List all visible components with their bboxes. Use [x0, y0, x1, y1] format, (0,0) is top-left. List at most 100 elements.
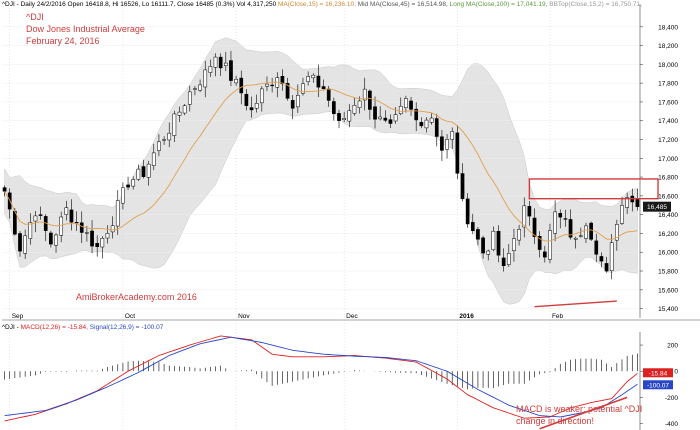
annotation-symbol: ^DJI	[26, 12, 44, 22]
candle-body	[259, 88, 264, 104]
candle-body	[296, 95, 300, 108]
ma15-line	[4, 81, 638, 242]
candle-body	[218, 56, 223, 69]
candle-body	[635, 199, 640, 207]
header-bb: BBTop(Close,15,2) = 16,750.71,	[549, 1, 642, 8]
candle-body	[110, 225, 115, 233]
candle-body	[553, 211, 557, 234]
candle-body	[609, 242, 614, 271]
candle-body	[378, 116, 383, 120]
candle-body	[141, 166, 146, 178]
candle-body	[445, 138, 449, 150]
candle-body	[136, 168, 141, 180]
candle-body	[404, 98, 408, 108]
candle-body	[491, 230, 496, 250]
candle-body	[69, 209, 74, 223]
macd-note-line1: MACD is weaker; potential ^DJI	[516, 404, 643, 414]
candle-body	[465, 198, 470, 225]
candlesticks	[2, 50, 640, 280]
price-tick-label: 17,800	[658, 81, 678, 88]
price-tick-label: 15,400	[658, 306, 678, 313]
candle-body	[440, 136, 444, 151]
candle-body	[337, 113, 341, 121]
macd-tick-label: -200	[665, 395, 678, 402]
candle-body	[280, 76, 285, 85]
candle-body	[604, 263, 609, 272]
candle-body	[517, 229, 521, 241]
candle-body	[23, 235, 27, 254]
macd-header: ^DJI - MACD(12,26) = -15.84, Signal(12,2…	[2, 324, 163, 331]
candle-body	[501, 257, 506, 267]
candle-body	[563, 218, 568, 220]
candle-body	[187, 91, 192, 105]
candle-body	[59, 216, 64, 236]
candle-body	[115, 200, 120, 227]
month-label: Oct	[125, 313, 135, 320]
last-price-label: 16,485	[647, 204, 667, 211]
candle-body	[470, 222, 475, 231]
candle-body	[326, 88, 331, 101]
candle-body	[589, 222, 593, 240]
candle-body	[620, 205, 624, 224]
candle-body	[599, 256, 604, 262]
price-tick-label: 15,600	[658, 287, 678, 294]
candle-body	[131, 179, 136, 187]
macd-panel	[4, 335, 638, 422]
header-title: ^DJI - Daily 24/2/2016 Open 16418.8, Hi …	[2, 1, 277, 8]
candle-body	[414, 108, 419, 121]
candle-body	[512, 238, 516, 251]
candle-body	[481, 237, 485, 254]
candle-body	[213, 56, 218, 68]
price-tick-label: 17,000	[658, 156, 678, 163]
macd-header-macd: MACD(12,26) = -15.84,	[20, 324, 88, 331]
candle-body	[419, 122, 424, 127]
signal-value-tag	[643, 380, 673, 390]
candle-body	[290, 100, 295, 109]
watermark: AmiBrokerAcademy.com 2016	[76, 292, 197, 302]
candle-body	[301, 83, 305, 94]
header-ma15: MA(Close,15) = 16,236.10,	[278, 1, 356, 8]
candle-body	[532, 217, 537, 238]
candle-body	[548, 230, 552, 260]
candle-body	[121, 187, 125, 204]
candle-body	[177, 111, 182, 116]
candle-body	[74, 221, 79, 224]
candle-body	[28, 222, 33, 239]
candle-body	[347, 110, 352, 122]
candle-body	[54, 234, 58, 246]
candle-body	[527, 206, 532, 217]
macd-tick-label: -400	[665, 421, 678, 428]
price-tick-label: 17,200	[658, 137, 678, 144]
macd-symbol: ^DJI -	[2, 324, 19, 331]
candle-body	[460, 173, 465, 200]
candle-body	[244, 93, 249, 106]
candle-body	[506, 253, 511, 265]
macd-value-tag	[643, 368, 673, 378]
candle-body	[558, 213, 563, 218]
candle-body	[239, 77, 244, 94]
macd-tick-label: 0	[674, 369, 678, 376]
candle-body	[64, 207, 69, 215]
candle-body	[383, 117, 388, 121]
higher-low-line	[534, 300, 617, 308]
candle-body	[13, 210, 17, 235]
price-tick-label: 17,400	[658, 118, 678, 125]
price-tick-label: 17,600	[658, 99, 678, 106]
candle-body	[594, 240, 599, 255]
candle-body	[342, 118, 346, 120]
price-tick-label: 15,800	[658, 269, 678, 276]
axes: 15,400 15,600 15,800 16,000 16,200 16,400 16,6…	[2, 4, 700, 430]
candle-body	[193, 88, 197, 90]
candle-body	[615, 224, 619, 241]
candle-body	[33, 215, 38, 222]
candle-body	[208, 66, 213, 73]
candle-body	[223, 62, 228, 67]
annotation-overlays	[528, 178, 659, 430]
candle-body	[409, 100, 413, 110]
candle-body	[584, 225, 588, 239]
macd-note-line2: change in direction!	[516, 416, 595, 426]
candle-body	[568, 219, 573, 238]
candle-body	[573, 237, 578, 240]
candle-body	[198, 84, 202, 91]
